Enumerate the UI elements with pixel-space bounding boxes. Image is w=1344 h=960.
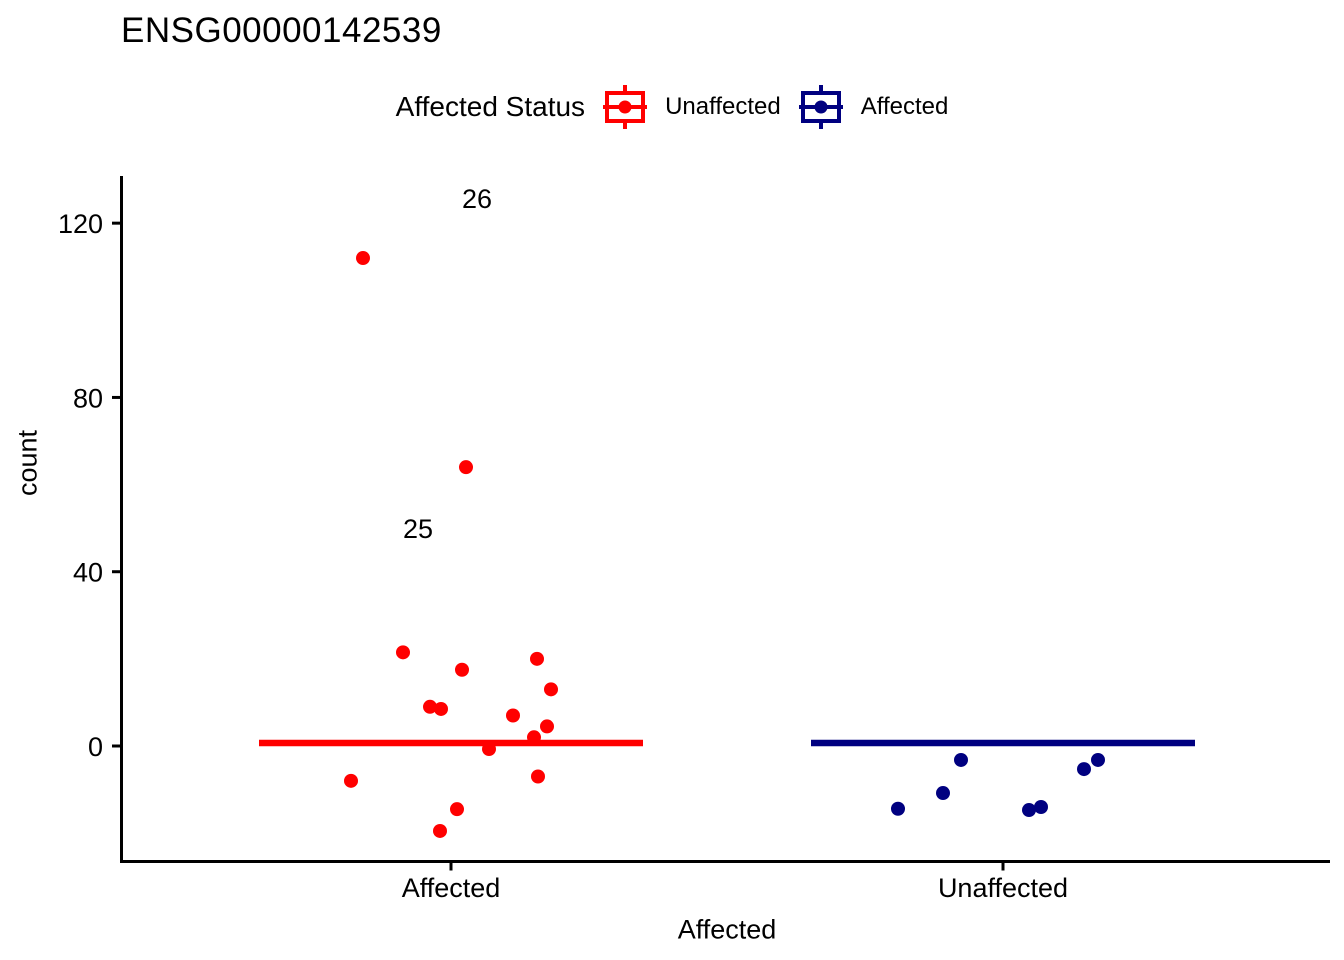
data-point <box>936 786 950 801</box>
x-tick-label: Unaffected <box>938 873 1068 903</box>
y-tick-label: 0 <box>88 732 103 762</box>
point-label: 26 <box>462 184 492 214</box>
data-point <box>450 802 464 817</box>
legend-label-affected: Affected <box>860 93 949 120</box>
data-point <box>540 719 554 734</box>
data-point <box>531 769 545 784</box>
data-point <box>1022 803 1036 818</box>
data-point <box>423 699 437 714</box>
legend-title: Affected Status <box>395 91 586 122</box>
y-tick-label: 40 <box>73 558 103 588</box>
data-point <box>527 730 541 745</box>
data-point <box>1077 762 1091 777</box>
data-point <box>530 651 544 666</box>
boxplot-key-icon-affected <box>798 85 843 129</box>
data-point <box>455 662 469 677</box>
data-point <box>891 801 905 816</box>
data-point <box>396 645 410 660</box>
point-label: 25 <box>403 514 433 544</box>
x-tick-label: Affected <box>402 873 501 903</box>
boxplot-key-icon-unaffected <box>603 85 648 129</box>
data-point <box>1034 799 1048 814</box>
data-point <box>434 701 448 716</box>
data-point <box>544 682 558 697</box>
legend-label-unaffected: Unaffected <box>665 93 781 120</box>
y-tick-label: 120 <box>58 209 103 239</box>
data-point <box>344 773 358 788</box>
data-point <box>459 460 473 475</box>
data-point <box>433 823 447 838</box>
x-axis-title: Affected <box>677 914 777 945</box>
data-point <box>506 708 520 723</box>
data-point <box>482 742 496 757</box>
legend: Affected Status Unaffected Affected <box>0 84 1344 130</box>
data-point <box>356 251 370 266</box>
data-point <box>1091 752 1105 767</box>
y-tick-label: 80 <box>73 383 103 413</box>
plot-title: ENSG00000142539 <box>121 11 442 50</box>
data-point <box>954 752 968 767</box>
